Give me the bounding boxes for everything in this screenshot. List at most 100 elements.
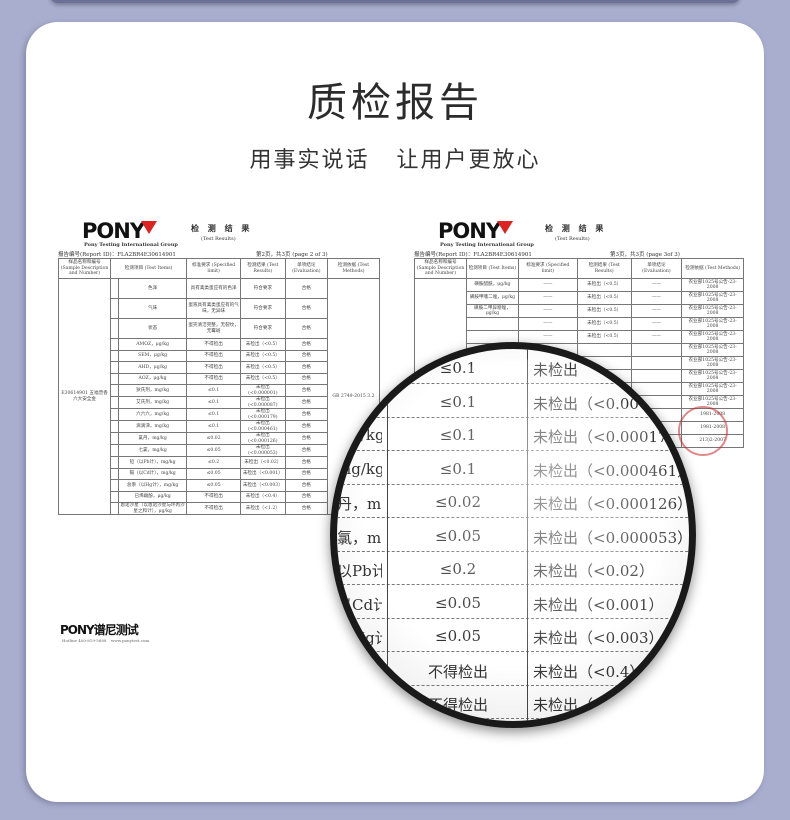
table-cell: 六六六，mg/kg: [117, 408, 188, 421]
table-cell: 艾氏剂，mg/kg: [117, 396, 188, 409]
table-cell: 合格: [284, 432, 329, 445]
group-cell: [110, 444, 119, 457]
table-cell: 蛋壳清洁完整，无裂纹，无霉斑: [186, 318, 242, 339]
table-cell: 合格: [284, 318, 329, 339]
table-cell: 不得检出: [186, 502, 242, 515]
table-cell: 未检出（<0.5）: [240, 349, 286, 362]
table-cell: 磺胺甲噻二唑，μg/kg: [466, 291, 519, 305]
table-cell: 狄氏剂，mg/kg: [117, 384, 188, 397]
table-cell: ——: [517, 291, 578, 305]
column-header: 检测依据 (Test Methods): [327, 258, 380, 279]
table-row: 氯丹，mg/kg ≤0.02 未检出(<0.000126) 合格: [59, 432, 380, 445]
table-cell: 未检出（<0.4）: [240, 490, 286, 503]
group-cell: [110, 361, 119, 374]
report-heading-en: (Test Results): [201, 236, 236, 242]
table-cell: 具有禽类蛋应有的色泽: [186, 278, 242, 299]
column-header: 标准要求 (Specified limit): [186, 258, 242, 279]
table-cell: 未检出（<0.001）: [240, 467, 286, 480]
group-cell: [110, 349, 119, 362]
column-header: 检测项目 (Test Items): [466, 258, 519, 279]
table-cell: 合格: [284, 372, 329, 385]
table-cell: 未检出（<0.02）: [240, 456, 286, 469]
report-heading: 检 测 结 果: [545, 223, 607, 233]
page-title: 质检报告: [307, 80, 483, 126]
table-cell: ——: [630, 278, 683, 292]
table-cell: 不得检出: [186, 349, 242, 362]
table-cell: 已烯雌酚，μg/kg: [117, 490, 188, 503]
table-cell: 符合要求: [240, 298, 286, 319]
table-cell: 未检出(<0.000179): [240, 408, 286, 421]
table-cell: 不得检出: [186, 338, 242, 351]
table-cell: 符合要求: [240, 318, 286, 339]
table-cell: 农业部1025号公告-23-2008: [681, 382, 744, 396]
results-table: 样品名称和编号 (Sample Description and Number) 检…: [58, 258, 380, 515]
report-heading: 检 测 结 果: [191, 223, 253, 233]
group-cell: [110, 456, 119, 469]
group-cell: [110, 467, 119, 480]
table-cell: [466, 317, 519, 331]
column-header: 检测结果 (Test Results): [240, 258, 286, 279]
table-cell: 未检出(<0.000461): [240, 420, 286, 433]
sample-description: E30614901 五福普香六大安全金: [58, 278, 111, 515]
column-header: 标准要求 (Specified limit): [517, 258, 578, 279]
top-decorative-bar: [50, 0, 740, 3]
table-row: 狄氏剂，mg/kg ≤0.1 未检出(<0.000001) 合格: [59, 384, 380, 397]
table-cell: 色泽: [117, 278, 188, 299]
table-cell: 合格: [284, 278, 329, 299]
table-cell: 不得检出: [186, 490, 242, 503]
group-cell: [110, 372, 119, 385]
table-row: 总汞（以Hg计），mg/kg ≤0.05 未检出（<0.003） 合格: [59, 479, 380, 492]
column-header: 单项结论 (Evaluation): [284, 258, 329, 279]
lens-gloss: [357, 359, 677, 719]
table-row: —— 未检出（<0.5） —— 农业部1025号公告-23-2008: [415, 317, 744, 331]
table-row: 镉（以Cd计），mg/kg ≤0.05 未检出（<0.001） 合格: [59, 467, 380, 480]
table-row: —— 未检出（<0.5） —— 农业部1025号公告-23-2008: [415, 330, 744, 344]
table-cell: ≤0.1: [186, 408, 242, 421]
table-cell: ≤0.02: [186, 432, 242, 445]
table-cell: ——: [517, 330, 578, 344]
table-cell: 合格: [284, 298, 329, 319]
group-cell: [110, 432, 119, 445]
table-cell: 合格: [284, 408, 329, 421]
table-cell: ——: [630, 304, 683, 318]
group-cell: [110, 396, 119, 409]
table-cell: 合格: [284, 396, 329, 409]
magnified-cell: μg/kg: [338, 660, 382, 679]
table-cell: 未检出（<0.5）: [576, 278, 632, 292]
hotline: Hotline 400-819-5688: [62, 638, 107, 643]
table-cell: 未检出（<1.2）: [240, 502, 286, 515]
group-cell: [110, 278, 119, 299]
column-header: 样品名称和编号 (Sample Description and Number): [414, 258, 467, 279]
table-cell: 滴滴涕，mg/kg: [117, 420, 188, 433]
column-header: 检测结果 (Test Results): [576, 258, 632, 279]
group-cell: [110, 384, 119, 397]
table-cell: 磺胺醋酰，μg/kg: [466, 278, 519, 292]
table-cell: 蛋液具有禽类蛋应有的气味，无异味: [186, 298, 242, 319]
table-cell: 合格: [284, 479, 329, 492]
table-row: 七氯，mg/kg ≤0.05 未检出(<0.000053) 合格: [59, 444, 380, 457]
table-cell: 气味: [117, 298, 188, 319]
column-header: 单项结论 (Evaluation): [630, 258, 683, 279]
table-cell: 合格: [284, 361, 329, 374]
page-number: 第2页，共3页 (page 2 of 3): [256, 252, 328, 258]
table-cell: 农业部1025号公告-23-2008: [681, 317, 744, 331]
table-cell: 农业部1025号公告-23-2008: [681, 330, 744, 344]
pony-logo: PONY: [82, 219, 158, 243]
magnified-cell: 恩诺: [351, 696, 382, 714]
column-header: 检测项目 (Test Items): [109, 258, 188, 279]
table-cell: 未检出（<0.003）: [240, 479, 286, 492]
group-cell: [110, 479, 119, 492]
table-cell: 合格: [284, 467, 329, 480]
table-row: SEM，μg/kg 不得检出 未检出（<0.5） 合格: [59, 349, 380, 362]
footer-logo: PONY谱尼测试: [60, 623, 139, 637]
table-row: AOZ，μg/kg 不得检出 未检出（<0.5） 合格: [59, 372, 380, 385]
table-cell: 恩诺沙星（以恩诺沙星与环丙沙星之和计），μg/kg: [117, 502, 188, 515]
table-row: 状态 蛋壳清洁完整，无裂纹，无霉斑 符合要求 合格: [59, 318, 380, 339]
table-cell: 合格: [284, 502, 329, 515]
logo-triangle-icon: [497, 221, 514, 234]
magnified-cell: /kg: [358, 392, 382, 411]
table-cell: 未检出（<0.5）: [576, 317, 632, 331]
magnified-cell: 以Hg计），: [337, 629, 382, 647]
table-cell: 不得检出: [186, 361, 242, 374]
group-name: Pony Testing International Group: [84, 242, 178, 248]
